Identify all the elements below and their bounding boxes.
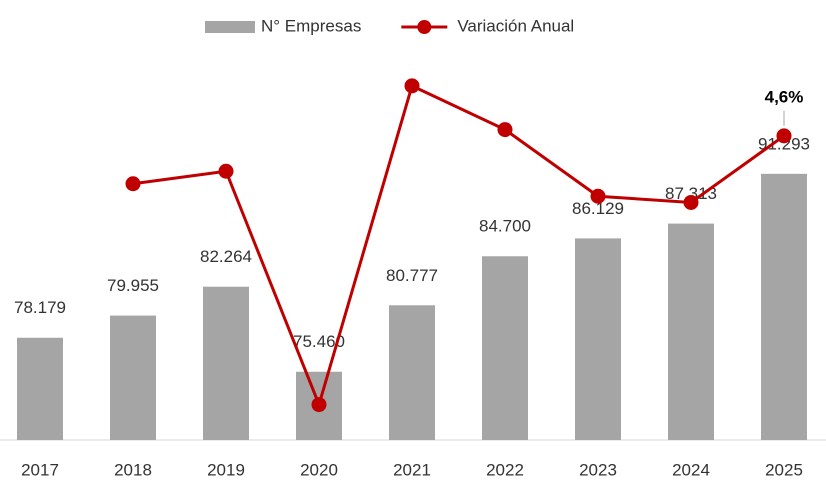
bar [575, 238, 621, 440]
bar [203, 286, 249, 440]
data-label: 82.264 [200, 247, 252, 266]
line-marker [218, 163, 234, 179]
x-tick-label: 2018 [114, 460, 152, 479]
bar [761, 173, 807, 440]
x-tick-label: 2019 [207, 460, 245, 479]
x-tick-label: 2017 [21, 460, 59, 479]
line-marker [404, 78, 420, 94]
x-tick-label: 2023 [579, 460, 617, 479]
data-label: 86.129 [572, 199, 624, 218]
legend-label: Variación Anual [457, 16, 574, 35]
line-marker [497, 122, 513, 138]
legend-swatch [205, 21, 255, 33]
line-marker [683, 195, 699, 210]
bar [17, 337, 63, 440]
x-tick-label: 2024 [672, 460, 710, 479]
line [132, 83, 785, 410]
legend-label: N° Empresas [261, 16, 361, 35]
line-marker [311, 397, 327, 413]
bar [110, 315, 156, 440]
x-tick-label: 2020 [300, 460, 338, 479]
data-label: 75.460 [293, 332, 345, 351]
data-label: 91.293 [758, 134, 810, 153]
legend-marker [417, 20, 432, 34]
line-marker [776, 128, 792, 144]
bar [668, 223, 714, 440]
data-label: 87.313 [665, 184, 717, 203]
line-marker [125, 176, 141, 192]
bar [482, 256, 528, 440]
data-label: 80.777 [386, 266, 438, 285]
line-marker [590, 188, 606, 204]
data-label: 4,6% [765, 87, 804, 106]
x-tick-label: 2025 [765, 460, 803, 479]
data-label: 79.955 [107, 276, 159, 295]
bar [389, 305, 435, 440]
data-label: 84.700 [479, 217, 531, 236]
x-tick-label: 2021 [393, 460, 431, 479]
data-label: 78.179 [14, 298, 66, 317]
x-tick-label: 2022 [486, 460, 524, 479]
